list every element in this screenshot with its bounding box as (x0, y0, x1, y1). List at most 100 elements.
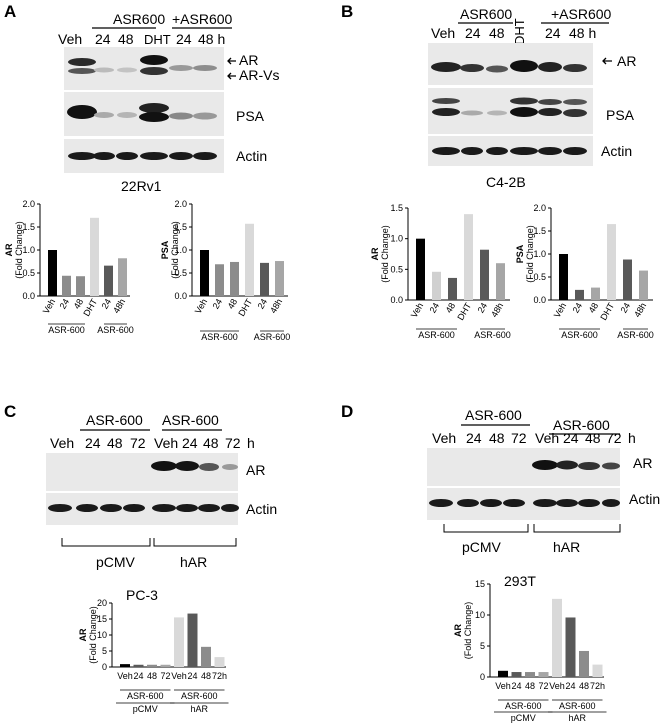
bar (104, 265, 113, 296)
group-label: ASR-600 (48, 325, 85, 335)
y-tick-label: 2.0 (174, 199, 187, 209)
bar (201, 646, 211, 667)
y-axis-title: AR (78, 628, 88, 641)
bar (480, 249, 489, 300)
bar (592, 664, 603, 677)
group-label: pCMV (462, 539, 502, 555)
lane-label: 24 (465, 25, 481, 41)
x-tick-label: 48 (587, 301, 601, 315)
bar (230, 261, 239, 296)
y-tick-label: 15 (475, 579, 485, 589)
y-axis-subtitle: (Fold Change) (380, 225, 390, 283)
lane-label: 24 (85, 435, 101, 451)
bar (538, 672, 549, 677)
bar (133, 664, 144, 667)
x-tick-label: 72 (538, 681, 548, 691)
x-tick-label: 24 (256, 297, 270, 311)
y-tick-label: 15 (97, 614, 107, 624)
lane-label: 48 (107, 435, 123, 451)
group-label: hAR (180, 554, 207, 570)
y-axis-title: AR (4, 243, 14, 256)
cell-line-label: 22Rv1 (121, 178, 162, 194)
lane-label: DHT (512, 18, 527, 45)
lane-label: 72 (511, 430, 527, 446)
lane-label: 48 (489, 25, 505, 41)
blot-ar-b (428, 43, 593, 85)
x-tick-label: 24 (571, 301, 585, 315)
x-tick-label: 24 (428, 301, 442, 315)
lane-label: 24 (176, 31, 192, 47)
group-label: pCMV (96, 554, 136, 570)
y-tick-label: 0 (480, 672, 485, 682)
outer-group-label: hAR (568, 713, 586, 723)
x-tick-label: 48 (147, 671, 157, 681)
blot-ar-a (64, 47, 224, 90)
x-tick-label: 48h (632, 301, 648, 319)
y-axis-title: AR (370, 247, 380, 260)
y-tick-label: 0.5 (22, 268, 35, 278)
x-tick-label: DHT (236, 297, 254, 318)
bar (215, 264, 224, 296)
lane-label: 48 (585, 430, 601, 446)
bar (448, 277, 457, 300)
bar (214, 657, 225, 667)
y-tick-label: 2.0 (22, 199, 35, 209)
bar (90, 217, 99, 296)
y-tick-label: 10 (475, 610, 485, 620)
x-tick-label: 48h (489, 301, 505, 319)
blot-actin-b (428, 136, 593, 166)
y-tick-label: 20 (97, 598, 107, 608)
group-label: ASR-600 (561, 330, 598, 340)
bar (174, 617, 184, 667)
x-tick-label: 48h (111, 297, 127, 315)
bar (559, 254, 568, 300)
lane-label: h (247, 435, 255, 451)
blot-ar-d (427, 448, 620, 486)
y-tick-label: 0.0 (22, 291, 35, 301)
blot-label: PSA (606, 107, 635, 123)
y-axis-subtitle: (Fold Change) (525, 225, 535, 283)
arrow-icon (227, 57, 236, 65)
group-label: ASR-600 (559, 701, 596, 711)
bar (76, 276, 85, 296)
x-tick-label: 48 (444, 301, 458, 315)
y-tick-label: 5 (480, 641, 485, 651)
bar (607, 224, 616, 300)
group-bracket (533, 524, 621, 533)
panel-letter-d: D (341, 402, 353, 421)
x-tick-label: 72h (212, 671, 227, 681)
x-tick-label: Veh (41, 297, 57, 315)
group-label: ASR-600 (201, 332, 238, 342)
lane-label: Veh (431, 25, 455, 41)
x-tick-label: 24 (133, 671, 143, 681)
outer-group-label: pCMV (511, 713, 536, 723)
blot-label: AR (246, 462, 265, 478)
blot-actin-a (64, 139, 224, 173)
blot-label: AR (239, 52, 258, 68)
lane-label: Veh (58, 31, 82, 47)
blot-actin-c (46, 493, 239, 525)
bar (416, 238, 425, 300)
lane-label: 48 (489, 430, 505, 446)
y-axis-subtitle: (Fold Change) (463, 602, 473, 660)
panel-a: A ASR600 +ASR600 Veh 24 48 DHT 24 48 h (4, 2, 279, 194)
lane-label: 24 (545, 25, 561, 41)
y-axis-subtitle: (Fold Change) (170, 221, 180, 279)
group-label: ASR-600 (254, 332, 291, 342)
y-tick-label: 2.0 (533, 203, 546, 213)
x-tick-label: Veh (171, 671, 187, 681)
lane-label: 24 (563, 430, 579, 446)
y-tick-label: 10 (97, 630, 107, 640)
y-tick-label: 0.5 (533, 272, 546, 282)
bar (579, 650, 589, 677)
blot-label: Actin (236, 148, 267, 164)
y-tick-label: 1.0 (174, 245, 187, 255)
x-tick-label: 24 (211, 297, 225, 311)
bar (147, 664, 157, 667)
bar (275, 261, 284, 296)
lane-label: 24 (95, 31, 111, 47)
bar (623, 259, 632, 300)
bar (160, 664, 171, 667)
group-label: ASR-600 (127, 691, 164, 701)
